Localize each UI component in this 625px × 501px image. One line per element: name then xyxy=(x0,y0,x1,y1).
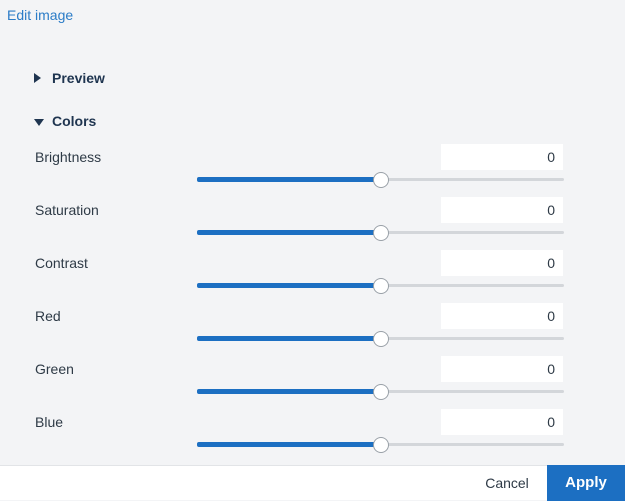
brightness-slider[interactable] xyxy=(197,172,564,188)
caret-right-icon xyxy=(34,70,44,86)
slider-fill xyxy=(197,230,381,235)
green-label: Green xyxy=(35,361,74,377)
red-label: Red xyxy=(35,308,61,324)
slider-thumb[interactable] xyxy=(372,278,389,294)
saturation-slider[interactable] xyxy=(197,225,564,241)
contrast-label: Contrast xyxy=(35,255,88,271)
slider-fill xyxy=(197,389,381,394)
green-slider[interactable] xyxy=(197,384,564,400)
blue-row: Blue xyxy=(0,409,625,462)
caret-down-icon xyxy=(34,113,44,129)
saturation-label: Saturation xyxy=(35,202,99,218)
preview-section-label: Preview xyxy=(52,70,105,86)
slider-fill xyxy=(197,336,381,341)
colors-section-toggle[interactable]: Colors xyxy=(34,113,96,129)
cancel-button[interactable]: Cancel xyxy=(485,475,529,491)
edit-image-link[interactable]: Edit image xyxy=(7,7,74,23)
colors-section-label: Colors xyxy=(52,113,97,129)
slider-thumb[interactable] xyxy=(372,384,389,400)
green-input[interactable] xyxy=(441,356,563,382)
slider-fill xyxy=(197,283,381,288)
blue-slider[interactable] xyxy=(197,437,564,453)
red-row: Red xyxy=(0,303,625,356)
slider-fill xyxy=(197,442,381,447)
slider-thumb[interactable] xyxy=(372,331,389,347)
brightness-label: Brightness xyxy=(35,149,102,165)
brightness-row: Brightness xyxy=(0,144,625,197)
saturation-row: Saturation xyxy=(0,197,625,250)
apply-button[interactable]: Apply xyxy=(547,465,625,501)
contrast-input[interactable] xyxy=(441,250,563,276)
dialog-footer: Cancel Apply xyxy=(0,465,625,501)
slider-thumb[interactable] xyxy=(372,172,389,188)
brightness-input[interactable] xyxy=(441,144,563,170)
red-slider[interactable] xyxy=(197,331,564,347)
slider-fill xyxy=(197,177,381,182)
saturation-input[interactable] xyxy=(441,197,563,223)
green-row: Green xyxy=(0,356,625,409)
blue-label: Blue xyxy=(35,414,64,430)
red-input[interactable] xyxy=(441,303,563,329)
slider-thumb[interactable] xyxy=(372,225,389,241)
slider-thumb[interactable] xyxy=(372,437,389,453)
contrast-row: Contrast xyxy=(0,250,625,303)
preview-section-toggle[interactable]: Preview xyxy=(34,70,105,86)
contrast-slider[interactable] xyxy=(197,278,564,294)
blue-input[interactable] xyxy=(441,409,563,435)
